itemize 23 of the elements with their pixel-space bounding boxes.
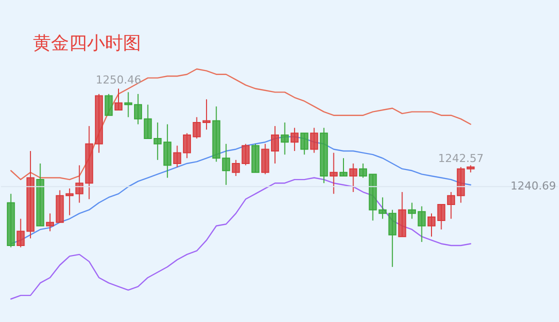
- annotation: 1240.69: [510, 180, 556, 193]
- candlestick: [388, 209, 396, 268]
- candlestick: [339, 158, 348, 176]
- candlestick: [428, 212, 436, 238]
- candlestick: [261, 143, 270, 175]
- candlestick: [173, 145, 182, 168]
- annotation: 1250.46: [96, 74, 142, 87]
- candlestick: [300, 132, 308, 156]
- candlestick: [359, 162, 368, 178]
- candlestick: [349, 162, 358, 193]
- candlestick: [330, 152, 338, 194]
- candlestick: [16, 218, 25, 248]
- candlestick: [280, 122, 289, 156]
- candlestick: [104, 93, 113, 116]
- candlestick: [114, 88, 122, 111]
- candlestick: [271, 126, 279, 164]
- candlestick: [310, 127, 318, 154]
- candlestick: [202, 98, 211, 130]
- candlestick: [163, 124, 172, 178]
- candlestick: [290, 127, 299, 152]
- annotation: 1242.57: [438, 152, 484, 166]
- chart-title: 黄金四小时图: [33, 33, 141, 54]
- candlestick: [46, 212, 54, 232]
